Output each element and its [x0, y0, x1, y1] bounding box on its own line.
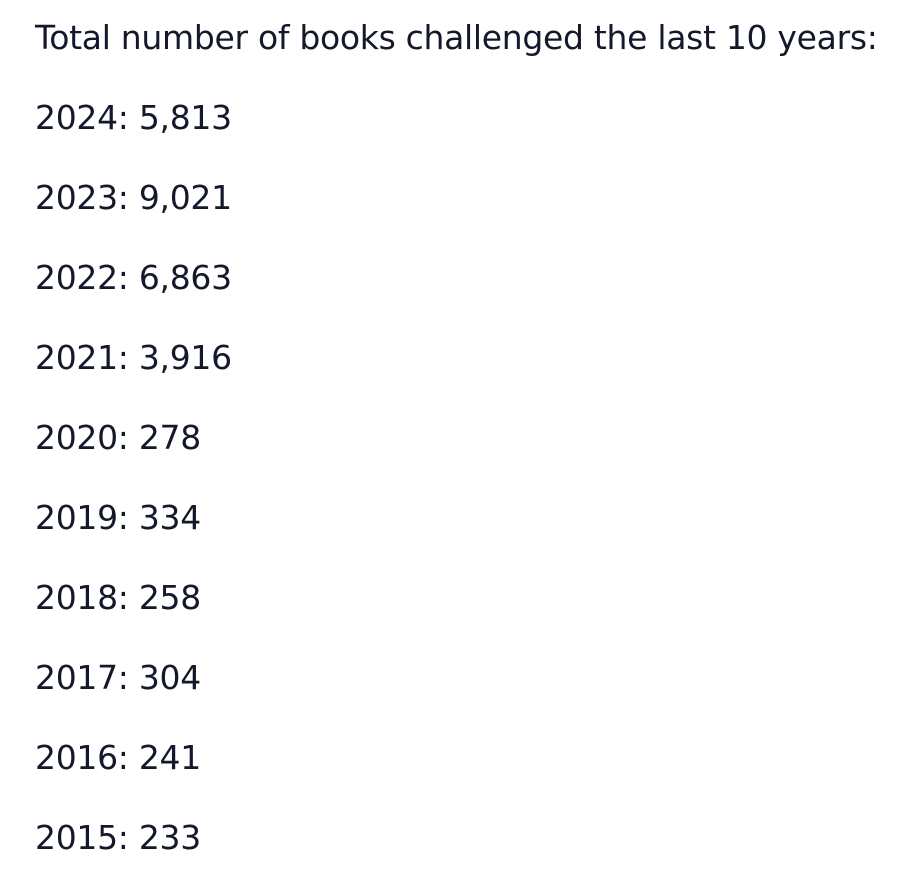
year-label: 2015	[35, 818, 139, 857]
year-label: 2017	[35, 658, 139, 697]
year-label: 2021	[35, 338, 139, 377]
challenge-count: 334	[138, 498, 201, 537]
year-count-item: 2015233	[35, 818, 201, 858]
year-count-item: 2018258	[35, 578, 201, 618]
year-count-item: 20239,021	[35, 178, 232, 218]
challenge-count: 5,813	[138, 98, 232, 137]
year-label: 2019	[35, 498, 139, 537]
year-label: 2024	[35, 98, 139, 137]
year-count-item: 20226,863	[35, 258, 232, 298]
heading: Total number of books challenged the las…	[35, 18, 878, 57]
year-count-item: 2020278	[35, 418, 201, 458]
challenge-count: 304	[138, 658, 201, 697]
challenge-count: 6,863	[138, 258, 232, 297]
challenge-count: 3,916	[138, 338, 232, 377]
challenge-count: 278	[138, 418, 201, 457]
challenge-count: 233	[138, 818, 201, 857]
year-label: 2023	[35, 178, 139, 217]
year-count-item: 2019334	[35, 498, 201, 538]
challenge-count: 9,021	[138, 178, 232, 217]
year-count-item: 2017304	[35, 658, 201, 698]
challenge-count: 241	[138, 738, 201, 777]
year-label: 2018	[35, 578, 139, 617]
year-count-item: 20213,916	[35, 338, 232, 378]
year-count-item: 2016241	[35, 738, 201, 778]
year-label: 2020	[35, 418, 139, 457]
year-label: 2016	[35, 738, 139, 777]
year-label: 2022	[35, 258, 139, 297]
challenge-count: 258	[138, 578, 201, 617]
year-count-item: 20245,813	[35, 98, 232, 138]
